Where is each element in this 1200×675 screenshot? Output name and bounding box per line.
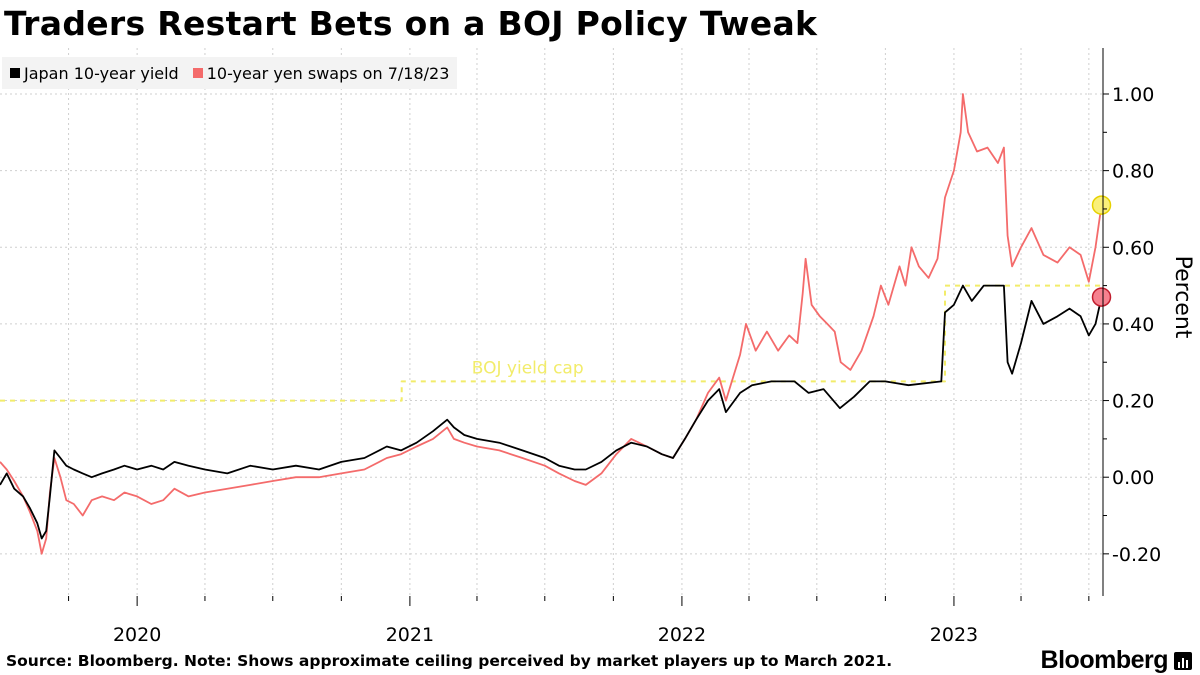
y-tick-label: 0.40 [1112, 314, 1154, 336]
legend: Japan 10-year yield 10-year yen swaps on… [2, 57, 458, 89]
y-tick-label: 0.60 [1112, 237, 1154, 259]
y-tick-label: 0.00 [1112, 467, 1154, 489]
x-tick-label: 2020 [113, 624, 161, 646]
y-axis: -0.20 0.00 0.20 0.40 0.60 0.80 1.00 Percent [1102, 48, 1195, 596]
legend-label-yen-swaps: 10-year yen swaps on 7/18/23 [206, 63, 450, 83]
series-layer [0, 93, 1103, 555]
annotation-layer: BOJ yield cap [472, 359, 584, 379]
y-axis-title: Percent [1170, 256, 1195, 339]
source-note: Source: Bloomberg. Note: Shows approxima… [6, 652, 893, 670]
brand-name: Bloomberg [1040, 646, 1169, 674]
series-line-japan-yield [0, 284, 1103, 540]
end-marker-yen-swaps [1091, 195, 1112, 215]
x-tick-label: 2022 [658, 624, 706, 646]
marker-layer [1091, 195, 1112, 307]
series-line-boj-yield-cap [0, 284, 1102, 402]
legend-item-japan-yield: Japan 10-year yield [10, 64, 179, 83]
x-axis: 2020 2021 2022 2023 [68, 596, 1090, 646]
end-marker-japan-yield [1091, 287, 1112, 307]
chart-title: Traders Restart Bets on a BOJ Policy Twe… [4, 4, 818, 43]
bloomberg-mark-icon [1174, 651, 1192, 670]
gridlines [0, 48, 1103, 596]
bloomberg-logo: Bloomberg [1041, 646, 1192, 675]
legend-swatch-japan-yield [10, 68, 20, 78]
legend-item-yen-swaps: 10-year yen swaps on 7/18/23 [192, 63, 450, 83]
y-tick-label: 0.80 [1112, 161, 1154, 183]
y-tick-label: 0.20 [1112, 391, 1154, 413]
x-tick-label: 2023 [930, 624, 978, 646]
annotation-boj-yield-cap: BOJ yield cap [472, 359, 584, 379]
legend-label-japan-yield: Japan 10-year yield [24, 63, 179, 83]
y-tick-label: -0.20 [1112, 544, 1161, 566]
y-tick-label: 1.00 [1112, 84, 1154, 106]
x-tick-label: 2021 [386, 624, 434, 646]
legend-swatch-yen-swaps [192, 68, 203, 78]
